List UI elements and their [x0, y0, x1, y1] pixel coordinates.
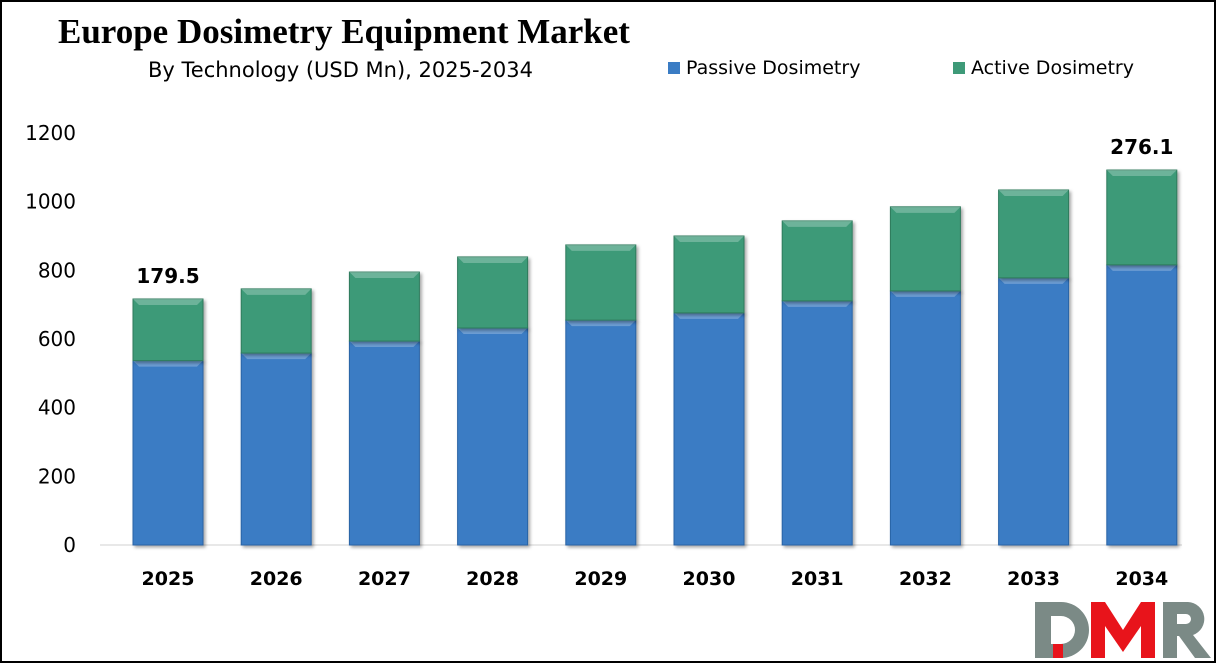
dmr-logo [1035, 602, 1211, 658]
bar-bevel [133, 299, 203, 306]
y-tick-label: 400 [38, 396, 76, 420]
bar-bevel [349, 272, 420, 279]
y-tick-label: 600 [38, 327, 76, 351]
bar-passive [998, 277, 1070, 546]
bar-passive [781, 300, 853, 546]
legend-swatch-passive [668, 62, 680, 74]
bar-bevel [565, 244, 636, 251]
x-tick-label: 2030 [683, 568, 736, 590]
bar-passive [240, 352, 312, 546]
bar-passive [1106, 264, 1178, 546]
bar-passive [132, 360, 204, 546]
y-tick-label: 1200 [25, 121, 76, 145]
bar-active [889, 206, 961, 292]
data-label: 276.1 [1110, 135, 1173, 159]
bar-bevel [1106, 264, 1177, 271]
bar-active [565, 244, 637, 321]
legend-item-passive: Passive Dosimetry [668, 57, 860, 79]
legend-swatch-active [953, 62, 965, 74]
bar-active [348, 271, 420, 342]
y-tick-label: 0 [63, 533, 76, 557]
bar-bevel [133, 360, 203, 367]
bar-bevel [782, 220, 853, 227]
bar-bevel [1106, 170, 1177, 177]
chart-title: Europe Dosimetry Equipment Market [58, 12, 630, 51]
data-label: 179.5 [136, 264, 199, 288]
x-tick-label: 2028 [466, 568, 519, 590]
y-tick-label: 200 [38, 464, 76, 488]
bar-active [132, 298, 204, 362]
x-tick-label: 2031 [791, 568, 844, 590]
bar-passive [565, 319, 637, 546]
bar-passive [673, 312, 745, 546]
x-tick-label: 2034 [1115, 568, 1168, 590]
bar-active [1106, 169, 1178, 266]
bar-passive [889, 290, 961, 546]
legend-label-active: Active Dosimetry [971, 57, 1134, 79]
x-tick-label: 2033 [1007, 568, 1060, 590]
bar-active [240, 288, 312, 354]
bar-bevel [890, 206, 961, 213]
bar-active [673, 235, 745, 314]
bar-active [998, 189, 1070, 279]
x-tick-label: 2025 [142, 568, 195, 590]
bar-bevel [241, 353, 312, 360]
y-tick-label: 1000 [25, 190, 76, 214]
y-tick-label: 800 [38, 258, 76, 282]
chart-subtitle: By Technology (USD Mn), 2025-2034 [148, 58, 533, 82]
x-tick-label: 2032 [899, 568, 952, 590]
x-tick-label: 2026 [250, 568, 303, 590]
bar-bevel [890, 290, 961, 297]
bar-bevel [782, 300, 853, 307]
bar-bevel [349, 341, 420, 348]
legend-label-passive: Passive Dosimetry [686, 57, 861, 79]
bar-active [781, 220, 853, 302]
bar-bevel [457, 328, 528, 335]
bar-bevel [565, 320, 636, 327]
bar-passive [348, 340, 420, 546]
bar-bevel [674, 236, 744, 242]
bar-bevel [241, 288, 312, 295]
bar-passive [457, 327, 529, 546]
bar-bevel [998, 189, 1069, 196]
x-tick-label: 2029 [574, 568, 627, 590]
x-tick-label: 2027 [358, 568, 411, 590]
bar-bevel [674, 312, 744, 319]
bar-bevel [457, 256, 528, 263]
bar-bevel [998, 277, 1069, 284]
bar-active [457, 256, 529, 329]
legend-item-active: Active Dosimetry [953, 57, 1134, 79]
